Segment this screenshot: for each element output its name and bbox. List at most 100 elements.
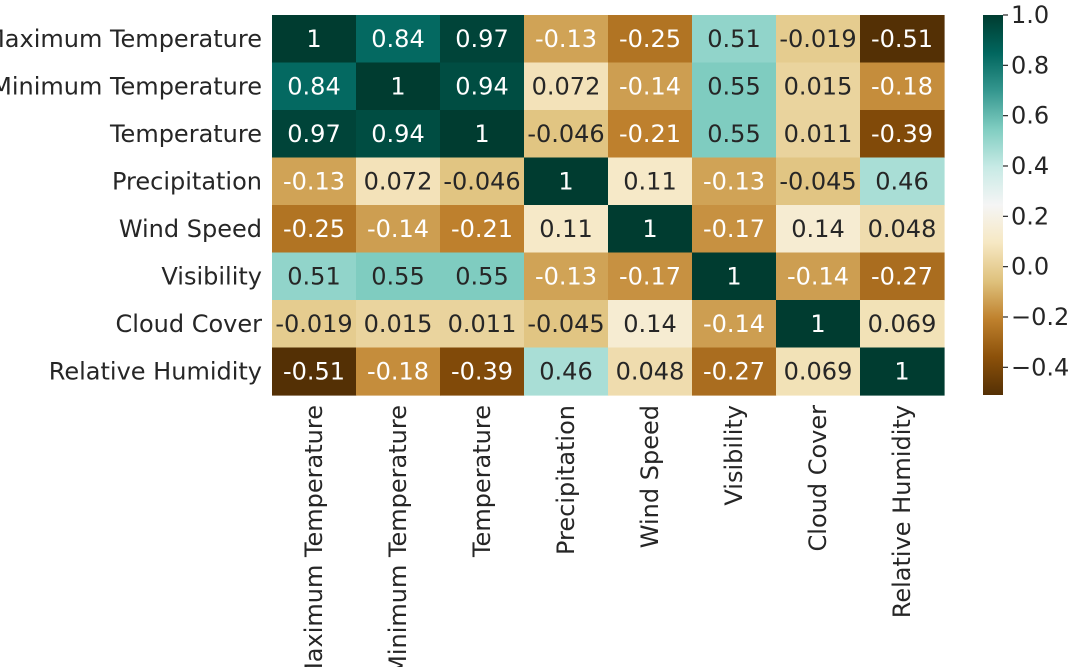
heatmap-cell [608,205,693,254]
cell-value-label: -0.17 [619,262,681,290]
heatmap-cell [272,347,357,396]
x-tick-label: Relative Humidity [888,405,916,618]
heatmap-cell [440,62,525,111]
heatmap-cell [692,300,777,349]
y-tick-label: Temperature [109,120,262,148]
cell-value-label: -0.17 [703,215,765,243]
heatmap-cell [272,15,357,64]
heatmap-cell [608,347,693,396]
cell-value-label: -0.51 [871,25,933,53]
cell-value-label: -0.39 [871,120,933,148]
cell-value-label: -0.21 [451,215,513,243]
cell-value-label: 0.55 [371,262,424,290]
cell-value-label: 0.048 [616,357,685,385]
heatmap-cell [692,157,777,206]
cell-value-label: -0.14 [703,310,765,338]
heatmap-cell [692,252,777,301]
cell-value-label: 1 [558,167,573,195]
cell-value-label: 1 [810,310,825,338]
x-tick-label: Cloud Cover [804,405,832,552]
cell-value-label: 0.55 [707,72,760,100]
heatmap-cell [860,15,945,64]
cell-value-label: -0.18 [871,72,933,100]
cell-value-label: -0.13 [535,262,597,290]
cell-value-label: 0.46 [539,357,592,385]
x-tick-label: Temperature [468,405,496,558]
cell-value-label: -0.13 [703,167,765,195]
heatmap-cell [860,252,945,301]
heatmap-cell [608,252,693,301]
cell-value-label: -0.27 [871,262,933,290]
heatmap-cell [272,205,357,254]
colorbar: 1.0 0.8 0.6 0.4 0.2 0.0 −0.2 −0.4 [983,1,1069,395]
heatmap-cell [356,300,441,349]
x-tick-label: Maximum Temperature [300,405,328,667]
heatmap-cell [776,157,861,206]
cell-value-label: 0.072 [364,167,433,195]
heatmap-cell [692,347,777,396]
cell-value-label: -0.045 [527,310,604,338]
colorbar-tick-label: 1.0 [1011,1,1049,29]
heatmap-cell [524,300,609,349]
cell-value-label: -0.13 [283,167,345,195]
cell-value-label: -0.046 [527,120,604,148]
colorbar-tick-label: 0.6 [1011,102,1049,130]
colorbar-tick-label: 0.2 [1011,202,1049,230]
cell-value-label: -0.046 [443,167,520,195]
heatmap-cell [356,110,441,159]
y-tick-label: Wind Speed [119,215,262,243]
x-axis-tick-labels: Maximum Temperature Minimum Temperature Te… [300,405,916,667]
cell-value-label: 0.015 [784,72,853,100]
cell-value-label: 1 [390,72,405,100]
heatmap-cell [860,157,945,206]
y-tick-label: Visibility [161,262,262,290]
cell-value-label: 0.011 [784,120,853,148]
cell-value-label: -0.18 [367,357,429,385]
heatmap-cell [272,157,357,206]
heatmap-cell [440,252,525,301]
heatmap-cell [608,110,693,159]
heatmap-cell [776,62,861,111]
heatmap-cell [524,205,609,254]
heatmap-cells [272,15,945,396]
cell-value-label: -0.045 [779,167,856,195]
heatmap-cell [356,347,441,396]
cell-value-label: -0.25 [283,215,345,243]
cell-value-label: 1 [642,215,657,243]
colorbar-tick-label: 0.8 [1011,51,1049,79]
heatmap-cell [692,62,777,111]
heatmap-cell [776,300,861,349]
heatmap-cell [776,347,861,396]
cell-value-label: 0.11 [623,167,676,195]
heatmap-cell [272,110,357,159]
cell-value-label: 0.55 [455,262,508,290]
y-tick-label: Cloud Cover [116,310,263,338]
heatmap-cell [440,157,525,206]
cell-value-label: -0.019 [779,25,856,53]
heatmap-cell [440,110,525,159]
heatmap-cell [860,110,945,159]
heatmap-cell [860,347,945,396]
cell-value-label: 0.94 [371,120,424,148]
cell-value-label: 0.46 [875,167,928,195]
heatmap-cell [440,300,525,349]
heatmap-cell [692,205,777,254]
heatmap-cell [608,300,693,349]
cell-value-label: -0.14 [619,72,681,100]
cell-value-label: 0.51 [287,262,340,290]
cell-value-label: 0.011 [448,310,517,338]
colorbar-tick-label: 0.4 [1011,152,1049,180]
cell-value-label: 1 [726,262,741,290]
heatmap-cell [524,252,609,301]
heatmap-annotations: 1 0.84 0.97 -0.13 -0.25 0.51 -0.019 -0.51 0.84 1 0… [275,25,936,386]
cell-value-label: 0.015 [364,310,433,338]
cell-value-label: 0.072 [532,72,601,100]
heatmap-cell [440,205,525,254]
heatmap-cell [356,157,441,206]
cell-value-label: -0.14 [787,262,849,290]
heatmap-cell [440,347,525,396]
heatmap-cell [608,62,693,111]
cell-value-label: 0.97 [287,120,340,148]
y-tick-label: Minimum Temperature [0,72,262,100]
